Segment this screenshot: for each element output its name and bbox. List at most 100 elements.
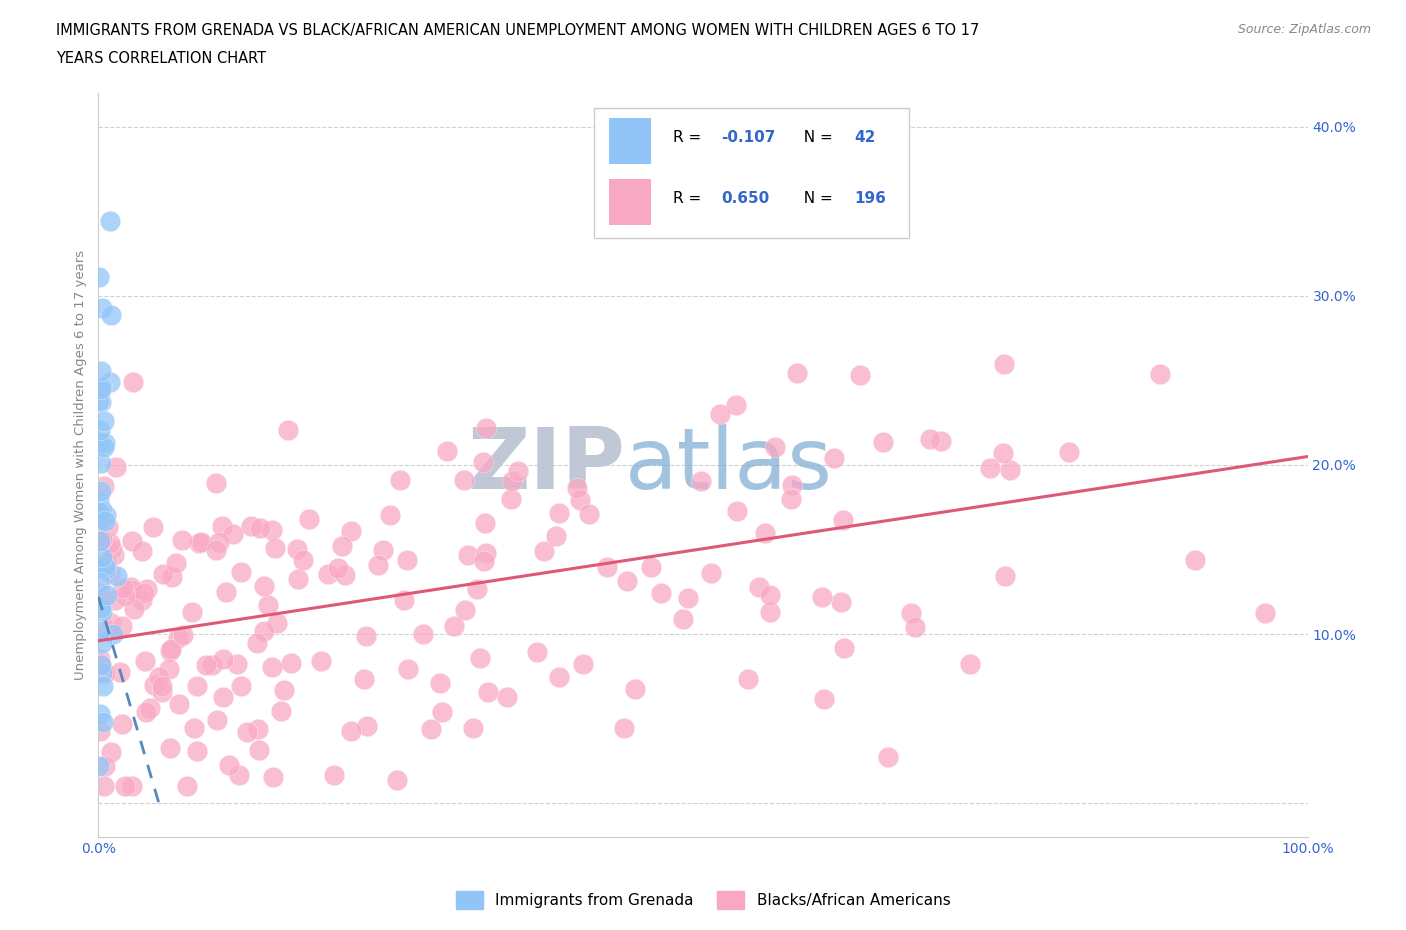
- Point: [547, 506, 569, 521]
- Point: [533, 544, 555, 559]
- Point: [780, 492, 803, 507]
- Point: [993, 356, 1015, 371]
- Point: [103, 548, 125, 563]
- Point: [477, 684, 499, 699]
- Point: [205, 475, 228, 490]
- Point: [453, 472, 475, 487]
- Point: [98, 375, 121, 390]
- Point: [111, 717, 134, 732]
- Point: [104, 592, 127, 607]
- Point: [247, 743, 270, 758]
- Point: [90, 561, 112, 576]
- Point: [266, 616, 288, 631]
- Point: [148, 670, 170, 684]
- Point: [222, 526, 245, 541]
- Point: [748, 579, 770, 594]
- Point: [443, 618, 465, 633]
- Point: [328, 561, 350, 576]
- Point: [181, 604, 204, 619]
- Point: [89, 724, 111, 738]
- Point: [89, 504, 111, 519]
- Point: [256, 598, 278, 613]
- Point: [436, 444, 458, 458]
- Point: [204, 543, 226, 558]
- Point: [201, 658, 224, 673]
- Point: [385, 772, 408, 787]
- Point: [475, 546, 498, 561]
- Point: [87, 493, 110, 508]
- Point: [832, 641, 855, 656]
- Point: [353, 671, 375, 686]
- Point: [100, 616, 122, 631]
- Point: [260, 659, 283, 674]
- Point: [316, 566, 339, 581]
- Point: [190, 534, 212, 549]
- Point: [991, 446, 1014, 461]
- Point: [810, 590, 832, 604]
- Point: [96, 554, 118, 569]
- Point: [356, 719, 378, 734]
- Point: [461, 720, 484, 735]
- Point: [195, 658, 218, 673]
- Point: [412, 627, 434, 642]
- Point: [678, 591, 700, 605]
- Point: [725, 503, 748, 518]
- Point: [96, 562, 118, 577]
- Point: [152, 566, 174, 581]
- Point: [235, 725, 257, 740]
- Point: [763, 440, 786, 455]
- Point: [89, 623, 111, 638]
- Point: [270, 704, 292, 719]
- Point: [186, 744, 208, 759]
- Text: IMMIGRANTS FROM GRENADA VS BLACK/AFRICAN AMERICAN UNEMPLOYMENT AMONG WOMEN WITH : IMMIGRANTS FROM GRENADA VS BLACK/AFRICAN…: [56, 23, 980, 38]
- Point: [93, 778, 115, 793]
- Point: [700, 565, 723, 580]
- Point: [246, 635, 269, 650]
- Point: [218, 758, 240, 773]
- Point: [89, 656, 111, 671]
- Point: [139, 700, 162, 715]
- Point: [474, 553, 496, 568]
- Point: [260, 523, 283, 538]
- Point: [89, 534, 111, 549]
- Point: [526, 644, 548, 659]
- Point: [567, 480, 589, 495]
- Point: [121, 534, 143, 549]
- Point: [93, 440, 115, 455]
- Text: N =: N =: [793, 192, 838, 206]
- Point: [287, 571, 309, 586]
- Point: [672, 611, 695, 626]
- Point: [157, 661, 180, 676]
- Point: [90, 550, 112, 565]
- Point: [322, 767, 344, 782]
- Point: [506, 463, 529, 478]
- Point: [467, 581, 489, 596]
- Point: [104, 460, 127, 475]
- Point: [91, 380, 114, 395]
- Point: [335, 567, 357, 582]
- Point: [89, 575, 111, 590]
- Point: [150, 679, 173, 694]
- Point: [89, 512, 111, 527]
- Point: [87, 393, 110, 408]
- Point: [90, 456, 112, 471]
- Point: [340, 524, 363, 538]
- Point: [959, 657, 981, 671]
- Text: 196: 196: [855, 192, 886, 206]
- Point: [90, 502, 112, 517]
- Point: [758, 588, 780, 603]
- Point: [650, 586, 672, 601]
- Point: [569, 493, 592, 508]
- Text: N =: N =: [793, 130, 838, 145]
- Text: 0.650: 0.650: [721, 192, 769, 206]
- Point: [395, 552, 418, 567]
- Point: [612, 721, 634, 736]
- Point: [122, 602, 145, 617]
- Point: [114, 778, 136, 793]
- Point: [782, 478, 804, 493]
- Point: [918, 432, 941, 446]
- Point: [396, 662, 419, 677]
- Text: ZIP: ZIP: [467, 423, 624, 507]
- Point: [87, 758, 110, 773]
- Point: [544, 528, 567, 543]
